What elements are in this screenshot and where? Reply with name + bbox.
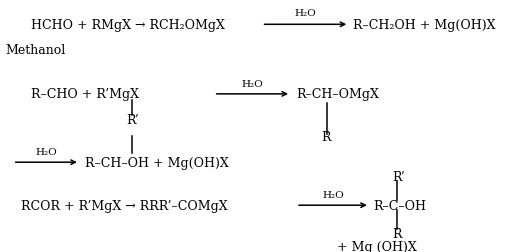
Text: HCHO + RMgX → RCH₂OMgX: HCHO + RMgX → RCH₂OMgX bbox=[31, 19, 225, 32]
Text: H₂O: H₂O bbox=[242, 80, 263, 89]
Text: R–C–OH: R–C–OH bbox=[373, 199, 426, 212]
Text: + Mg (OH)X: + Mg (OH)X bbox=[337, 240, 417, 252]
Text: Methanol: Methanol bbox=[5, 44, 65, 57]
Text: R–CHO + R’MgX: R–CHO + R’MgX bbox=[31, 88, 139, 101]
Text: R’: R’ bbox=[126, 113, 139, 126]
Text: H₂O: H₂O bbox=[295, 9, 316, 18]
Text: R–CH–OH + Mg(OH)X: R–CH–OH + Mg(OH)X bbox=[85, 156, 229, 169]
Text: R–CH₂OH + Mg(OH)X: R–CH₂OH + Mg(OH)X bbox=[353, 19, 495, 32]
Text: R–CH–OMgX: R–CH–OMgX bbox=[296, 88, 379, 101]
Text: R’: R’ bbox=[392, 170, 405, 183]
Text: H₂O: H₂O bbox=[322, 191, 344, 200]
Text: R: R bbox=[392, 227, 402, 240]
Text: RCOR + R’MgX → RRR’–COMgX: RCOR + R’MgX → RRR’–COMgX bbox=[21, 199, 227, 212]
Text: R: R bbox=[321, 131, 331, 144]
Text: H₂O: H₂O bbox=[36, 148, 57, 157]
